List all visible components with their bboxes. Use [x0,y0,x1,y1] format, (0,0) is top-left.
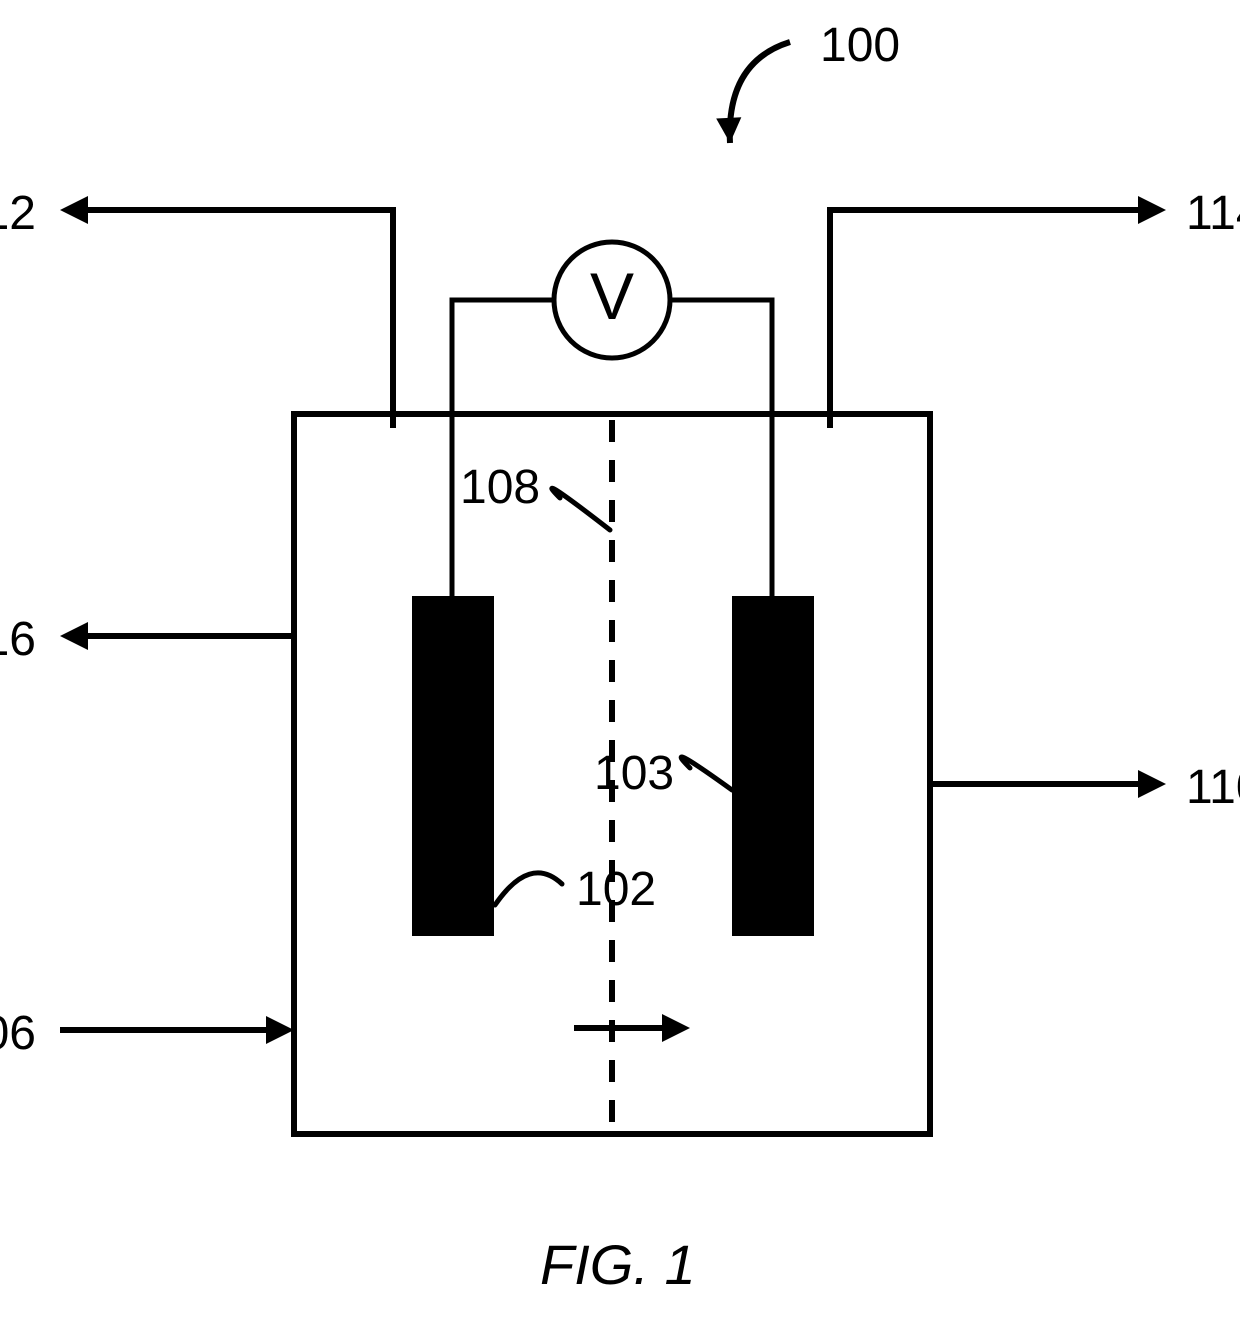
diagram-canvas [0,0,1240,1326]
label-103: 103 [594,746,674,801]
label-110: 110 [1186,760,1240,815]
label-114: 114 [1186,186,1240,241]
figure-caption: FIG. 1 [540,1232,696,1297]
label-102: 102 [576,862,656,917]
label-108: 108 [460,460,540,515]
voltmeter-label: V [590,258,634,334]
label-100: 100 [820,18,900,73]
